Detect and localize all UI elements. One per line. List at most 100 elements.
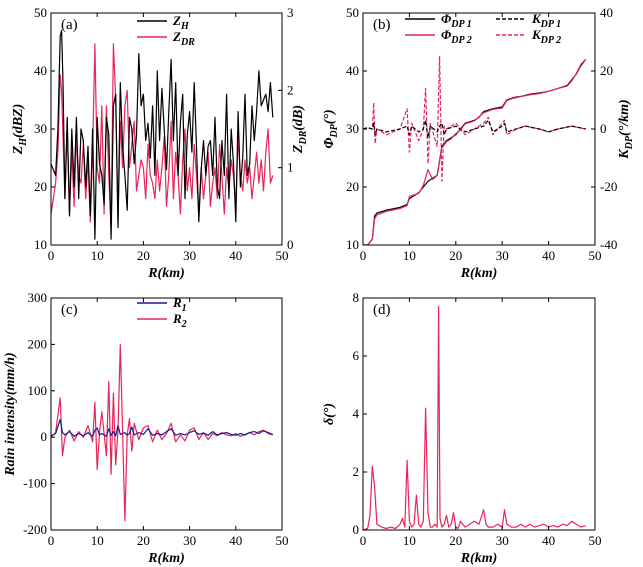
- legend-r1-text-main: R: [172, 295, 182, 310]
- y-axis-label-part: H: [18, 137, 29, 147]
- x-axis-label: R(km): [460, 551, 498, 566]
- x-tick-label: 20: [449, 248, 462, 263]
- legend-k2-text: KDP 2: [531, 27, 561, 46]
- legend-zh-text: ZH: [172, 13, 190, 32]
- legend-phi2-text: ΦDP 2: [441, 27, 472, 46]
- y-axis-label-part: Z: [11, 145, 26, 155]
- d-delta: [363, 306, 586, 530]
- legend-zh-text-sub: H: [180, 21, 190, 32]
- y2-tick-label: 1: [287, 160, 294, 175]
- panel-d: 0 10 20 30 40 50 0 2 4 6 8 (d) R(km) δ(°): [322, 290, 602, 566]
- x-tick-label: 0: [48, 533, 55, 548]
- c-r1: [51, 419, 274, 437]
- y-tick-label: -200: [23, 522, 47, 537]
- y2-axis-label-part: DR: [298, 130, 309, 145]
- y-axis-label: ΦDP(°): [322, 109, 340, 148]
- legend-k2-text-main: K: [531, 27, 542, 42]
- y2-tick-label: 2: [287, 82, 294, 97]
- y-tick-label: 0: [353, 522, 360, 537]
- y-axis-label-part: (dBZ): [11, 104, 26, 138]
- y-axis-label: ZH(dBZ): [11, 104, 29, 156]
- legend-phi1-text: ΦDP 1: [441, 11, 472, 30]
- x-axis-label: R(km): [460, 266, 498, 281]
- y-axis-label: Rain intensity(mm/h): [3, 352, 18, 476]
- legend-k1-text: KDP 1: [531, 11, 561, 30]
- y-tick-label: 30: [34, 121, 47, 136]
- x-tick-label: 40: [229, 248, 242, 263]
- b-p1: [363, 59, 587, 245]
- c-r2: [51, 343, 273, 522]
- plot-frame-a: [50, 12, 283, 246]
- b-k2: [363, 55, 586, 182]
- legend-r1-text-sub: 1: [182, 303, 187, 314]
- y-tick-label: 8: [353, 290, 360, 305]
- y-tick-label: 20: [346, 179, 359, 194]
- y2-axis-label-part: K: [617, 148, 632, 160]
- y-tick-label: 50: [34, 5, 47, 20]
- panel-label: (c): [61, 302, 78, 318]
- x-tick-label: 0: [360, 248, 367, 263]
- legend-r1-text: R1: [172, 295, 187, 314]
- x-tick-label: 0: [360, 533, 367, 548]
- x-tick-label: 20: [137, 533, 150, 548]
- legend-r2-text-main: R: [172, 311, 182, 326]
- x-tick-label: 0: [48, 248, 55, 263]
- legend-r2-text: R2: [172, 311, 187, 330]
- b-k1: [363, 119, 586, 139]
- panel-label: (b): [373, 17, 391, 33]
- y2-tick-label: -20: [600, 179, 617, 194]
- y2-axis-label: ZDR(dB): [291, 105, 309, 154]
- legend-zdr-text-main: Z: [172, 29, 181, 44]
- y-tick-label: 30: [346, 121, 359, 136]
- y2-axis-label-part: (°/km): [617, 99, 632, 136]
- y-tick-label: 20: [34, 179, 47, 194]
- legend-phi2-text-sub: DP 2: [450, 35, 471, 46]
- x-tick-label: 10: [91, 248, 104, 263]
- x-tick-label: 30: [496, 533, 509, 548]
- x-axis-label: R(km): [147, 551, 185, 566]
- y-tick-label: -100: [23, 476, 47, 491]
- x-tick-label: 10: [91, 533, 104, 548]
- y-tick-label: 0: [41, 429, 48, 444]
- y-tick-label: 40: [34, 63, 47, 78]
- y-axis-label-part: Φ: [322, 138, 337, 149]
- y-tick-label: 10: [34, 237, 47, 252]
- y2-tick-label: 40: [600, 5, 613, 20]
- y2-tick-label: -40: [600, 237, 617, 252]
- y2-axis-label-part: Z: [291, 144, 306, 154]
- y-tick-label: 50: [346, 5, 359, 20]
- x-axis-label: R(km): [147, 266, 185, 281]
- y-tick-label: 6: [353, 348, 360, 363]
- legend-zdr-text-sub: DR: [180, 37, 195, 48]
- y-axis-label-part: (°): [322, 109, 337, 124]
- y-tick-label: 2: [353, 464, 360, 479]
- y2-tick-label: 3: [287, 5, 294, 20]
- y-axis-label: δ(°): [322, 403, 337, 425]
- x-tick-label: 40: [542, 533, 555, 548]
- y2-tick-label: 20: [600, 63, 613, 78]
- x-tick-label: 50: [589, 533, 602, 548]
- legend-phi1-text-main: Φ: [441, 11, 452, 26]
- x-tick-label: 20: [449, 533, 462, 548]
- y-tick-label: 40: [346, 63, 359, 78]
- panel-label: (d): [373, 302, 391, 318]
- y-tick-label: 100: [28, 383, 48, 398]
- x-tick-label: 50: [589, 248, 602, 263]
- b-p2: [363, 58, 587, 245]
- a-zdr: [51, 43, 274, 231]
- legend-zh-text-main: Z: [172, 13, 181, 28]
- y-axis-label-part: DP: [329, 123, 340, 138]
- y-tick-label: 10: [346, 237, 359, 252]
- x-tick-label: 20: [137, 248, 150, 263]
- plot-frame-c: [50, 297, 283, 531]
- legend-k1-text-main: K: [531, 11, 542, 26]
- x-tick-label: 30: [496, 248, 509, 263]
- x-tick-label: 40: [542, 248, 555, 263]
- legend-phi1-text-sub: DP 1: [450, 19, 471, 30]
- legend-r2-text-sub: 2: [181, 319, 187, 330]
- y2-axis-label: KDP(°/km): [617, 99, 635, 159]
- x-tick-label: 10: [403, 533, 416, 548]
